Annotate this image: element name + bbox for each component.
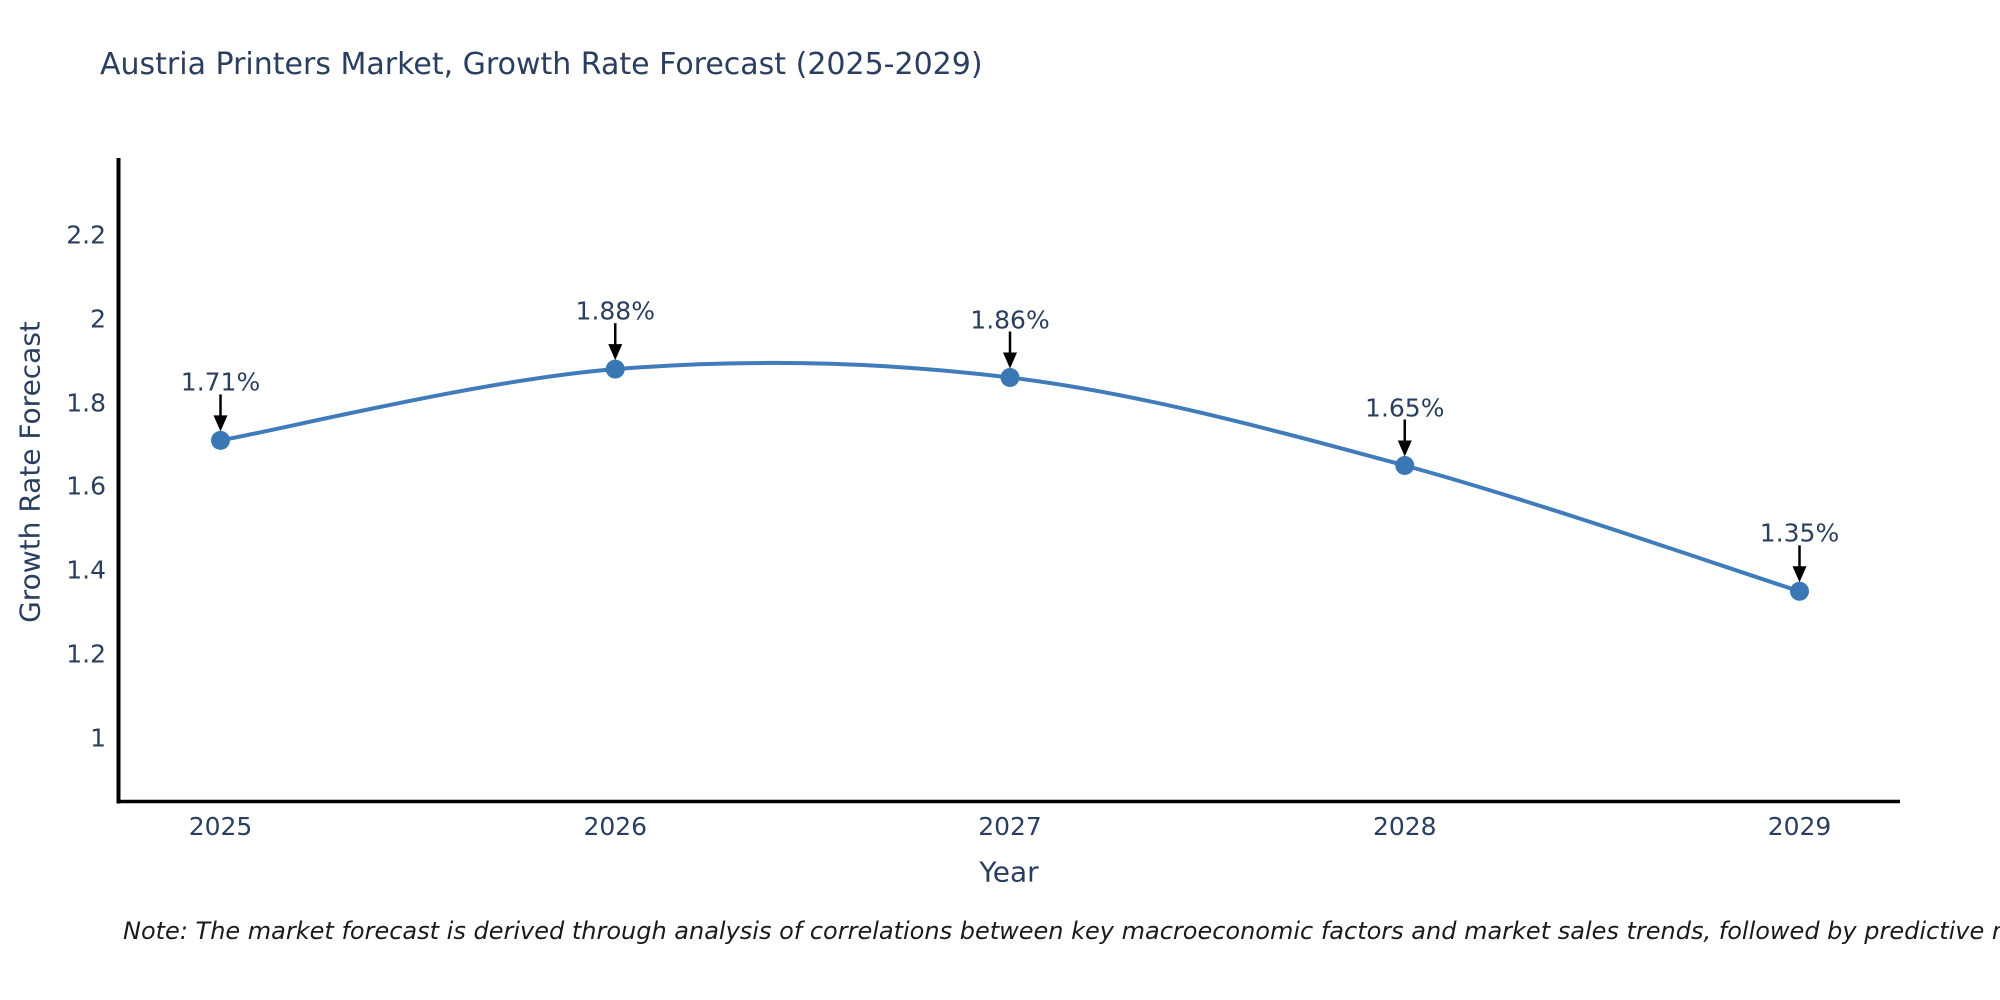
annotation-arrowhead [1003, 352, 1017, 369]
data-point-label: 1.88% [575, 296, 655, 326]
y-axis-title: Growth Rate Forecast [13, 321, 47, 623]
x-tick-label: 2025 [188, 812, 253, 841]
data-point-label: 1.65% [1365, 393, 1445, 423]
y-tick-label: 1.2 [66, 639, 106, 669]
y-tick-label: 1 [90, 723, 106, 753]
data-point-label: 1.71% [180, 367, 261, 397]
x-tick-label: 2027 [978, 812, 1042, 841]
data-point-marker [1395, 456, 1415, 475]
annotation-arrowhead [608, 344, 623, 361]
y-tick-label: 1.4 [66, 555, 106, 585]
y-tick-label: 2 [90, 304, 106, 334]
annotation-arrowhead [1792, 566, 1807, 583]
data-point-marker [605, 359, 625, 379]
annotation-arrowhead [1397, 440, 1412, 457]
forecast-line [218, 360, 1802, 594]
x-axis-title: Year [979, 855, 1039, 889]
data-point-marker [1790, 581, 1809, 601]
x-tick-label: 2028 [1372, 812, 1437, 841]
x-tick-label: 2026 [583, 812, 648, 841]
y-tick-label: 1.8 [66, 388, 106, 418]
y-tick-label: 2.2 [66, 220, 106, 250]
footnote: Note: The market forecast is derived thr… [123, 917, 2000, 945]
data-point-marker [1000, 368, 1020, 387]
y-tick-label: 1.6 [66, 471, 106, 501]
data-point-label: 1.86% [970, 305, 1050, 334]
annotation-arrowhead [213, 415, 228, 432]
chart-title: Austria Printers Market, Growth Rate For… [100, 47, 983, 82]
x-tick-label: 2029 [1767, 812, 1832, 841]
data-point-marker [211, 430, 230, 450]
data-point-label: 1.35% [1759, 518, 1840, 548]
